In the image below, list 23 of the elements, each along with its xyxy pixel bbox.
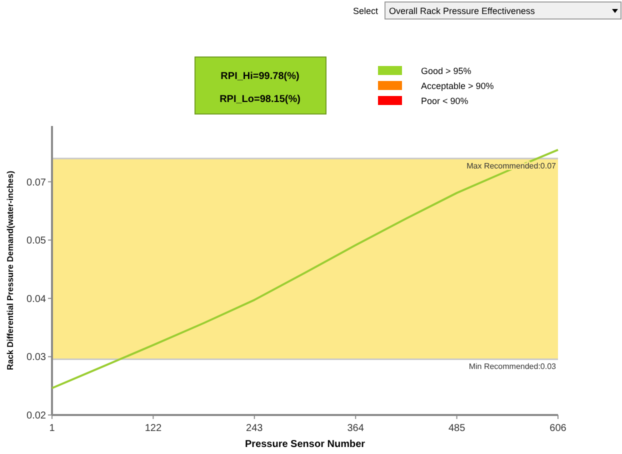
y-tick-label: 0.03 bbox=[26, 352, 46, 364]
y-axis-title: Rack Differential Pressure Demand(water-inches) bbox=[5, 170, 15, 370]
x-tick-label: 122 bbox=[144, 423, 162, 434]
x-axis-title: Pressure Sensor Number bbox=[244, 439, 366, 450]
text: Overall Rack Pressure Effectiveness bbox=[389, 6, 536, 16]
text: RPI_Hi=99.78(%) bbox=[220, 71, 300, 82]
x-tick-label: 1 bbox=[49, 423, 56, 434]
text: Select bbox=[352, 6, 378, 16]
y-tick-label: 0.05 bbox=[26, 236, 46, 247]
ref-line-label: Max Recommended:0.07 bbox=[466, 161, 557, 170]
text: RPI_Lo=98.15(%) bbox=[220, 94, 300, 105]
x-tick-label: 606 bbox=[550, 423, 567, 434]
y-tick-label: 0.07 bbox=[26, 177, 46, 188]
x-tick-label: 364 bbox=[347, 423, 364, 434]
line-series bbox=[51, 148, 559, 390]
text: Good > 95% bbox=[421, 66, 472, 76]
text: Poor < 90% bbox=[421, 96, 468, 106]
y-tick-label: 0.02 bbox=[26, 410, 46, 422]
x-tick-label: 485 bbox=[448, 423, 466, 434]
y-tick-label: 0.04 bbox=[26, 294, 46, 305]
text: Acceptable > 90% bbox=[421, 81, 494, 91]
ref-line-label: Min Recommended:0.03 bbox=[468, 362, 557, 372]
x-tick-label: 243 bbox=[246, 423, 264, 434]
